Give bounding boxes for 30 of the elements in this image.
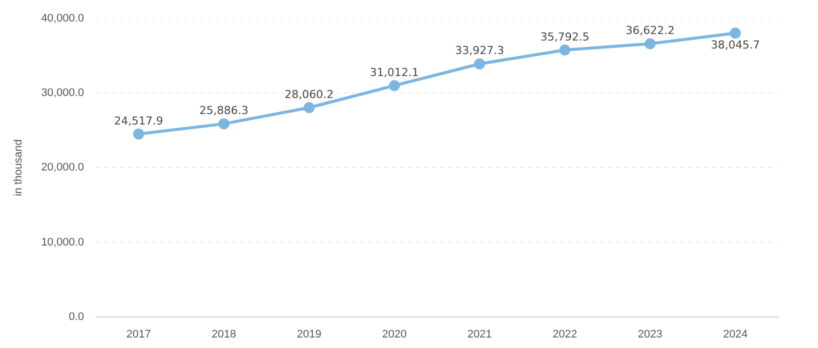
x-tick-label: 2022 [552, 328, 578, 340]
point [388, 80, 400, 92]
point [559, 44, 570, 56]
data-label: 28,060.2 [284, 88, 334, 101]
x-tick-label: 2020 [382, 328, 407, 340]
y-tick-label: 30,000.0 [41, 87, 84, 100]
y-tick-label: 40,000.0 [41, 12, 84, 25]
point [133, 128, 144, 140]
data-label: 25,886.3 [199, 104, 248, 118]
point [474, 58, 486, 70]
point [218, 118, 230, 130]
data-label: 38,045.7 [710, 38, 760, 52]
x-tick-label: 2018 [212, 328, 236, 340]
data-label: 35,792.5 [540, 30, 590, 44]
data-label: 33,927.3 [455, 44, 504, 58]
x-tick-label: 2017 [126, 328, 151, 340]
y-tick-label: 20,000.0 [41, 162, 84, 174]
x-tick-label: 2021 [467, 328, 492, 340]
x-tick-label: 2024 [723, 328, 748, 340]
point [644, 38, 656, 50]
x-tick-label: 2023 [638, 328, 662, 340]
data-label: 24,517.9 [114, 114, 164, 128]
data-label: 36,622.2 [626, 24, 675, 38]
point [304, 102, 315, 114]
y-tick-label: 10,000.0 [41, 236, 84, 248]
y-tick-label: 0.0 [68, 310, 84, 323]
data-label: 31,012.1 [370, 66, 419, 79]
point [730, 28, 741, 39]
x-tick-label: 2019 [296, 328, 322, 340]
y-axis-title: in thousand [12, 139, 25, 196]
